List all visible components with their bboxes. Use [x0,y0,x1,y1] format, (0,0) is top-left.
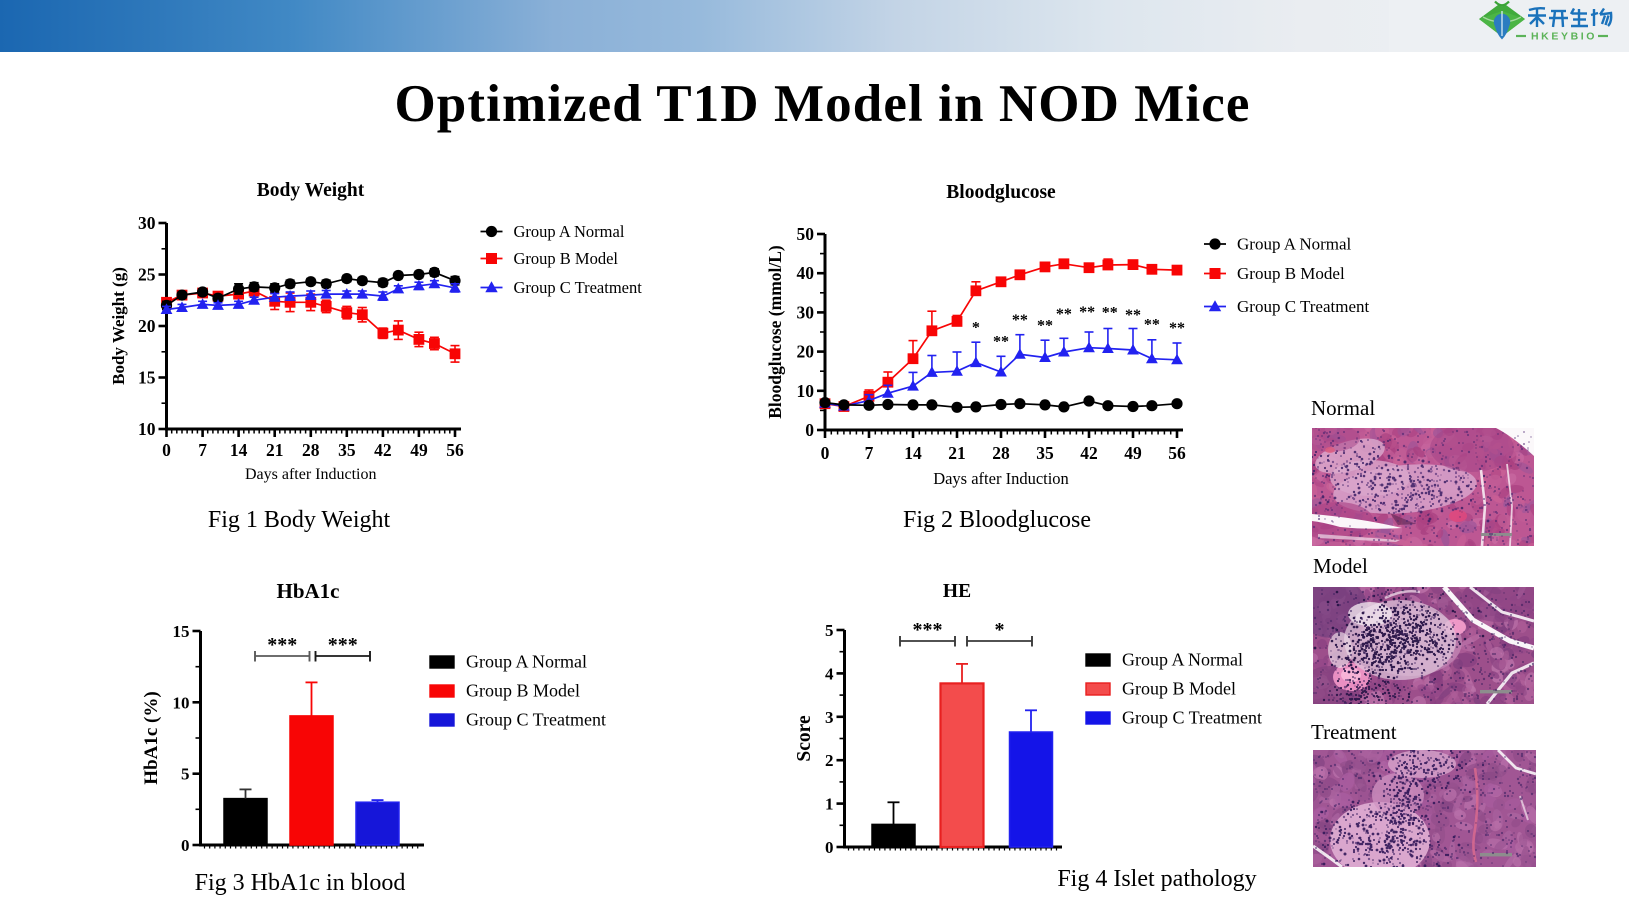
svg-text:21: 21 [266,440,284,460]
svg-text:Group A Normal: Group A Normal [1122,650,1243,670]
svg-text:0: 0 [162,440,171,460]
svg-text:HbA1c: HbA1c [277,579,340,603]
svg-text:7: 7 [198,440,207,460]
svg-text:Fig 4 Islet pathology: Fig 4 Islet pathology [1057,866,1256,892]
svg-text:40: 40 [797,263,815,283]
svg-text:2: 2 [825,751,834,770]
svg-text:35: 35 [1036,443,1054,463]
svg-text:HKEYBIO: HKEYBIO [1531,31,1597,43]
svg-text:25: 25 [138,265,156,285]
svg-text:Group A Normal: Group A Normal [466,652,587,672]
svg-text:Group B Model: Group B Model [1237,264,1345,283]
svg-text:28: 28 [992,443,1010,463]
svg-text:42: 42 [1080,443,1098,463]
svg-text:7: 7 [865,443,874,463]
svg-text:**: ** [993,334,1009,351]
svg-text:Group C Treatment: Group C Treatment [466,710,606,730]
svg-text:HE: HE [943,581,971,602]
svg-text:3: 3 [825,708,834,727]
svg-text:**: ** [1125,307,1141,324]
svg-text:Treatment: Treatment [1311,720,1397,744]
svg-text:**: ** [1056,306,1072,323]
svg-text:***: *** [913,619,943,641]
svg-text:Body Weight (g): Body Weight (g) [109,267,128,385]
svg-text:10: 10 [797,381,815,401]
svg-text:0: 0 [825,838,834,857]
svg-text:**: ** [1037,317,1053,334]
svg-text:Group C Treatment: Group C Treatment [1237,297,1370,316]
svg-text:Bloodglucose: Bloodglucose [946,182,1056,203]
svg-text:Fig 3 HbA1c in blood: Fig 3 HbA1c in blood [195,870,406,896]
svg-text:Group A Normal: Group A Normal [514,222,625,241]
svg-text:49: 49 [1124,443,1142,463]
svg-text:21: 21 [948,443,966,463]
svg-text:56: 56 [446,440,464,460]
svg-text:1: 1 [825,795,834,814]
svg-text:4: 4 [825,664,834,683]
svg-text:Group B Model: Group B Model [1122,679,1236,699]
svg-text:Days after Induction: Days after Induction [245,466,377,483]
svg-text:Model: Model [1313,554,1368,578]
svg-text:***: *** [267,634,297,656]
svg-text:**: ** [1169,320,1185,337]
svg-text:**: ** [1012,312,1028,329]
svg-text:**: ** [1079,304,1095,321]
svg-text:0: 0 [181,836,190,855]
svg-text:***: *** [328,634,358,656]
svg-text:Group A Normal: Group A Normal [1237,235,1352,254]
svg-text:20: 20 [138,316,156,336]
svg-text:30: 30 [797,302,815,322]
svg-text:**: ** [1144,317,1160,334]
svg-text:5: 5 [181,765,190,784]
svg-text:14: 14 [904,443,922,463]
svg-text:50: 50 [797,224,815,244]
svg-text:49: 49 [410,440,428,460]
svg-text:*: * [995,619,1005,641]
svg-text:42: 42 [374,440,392,460]
svg-text:14: 14 [230,440,248,460]
svg-text:Group B Model: Group B Model [514,249,619,268]
svg-text:*: * [972,319,980,336]
svg-text:Bloodglucose (mmol/L): Bloodglucose (mmol/L) [765,245,785,419]
svg-text:0: 0 [821,443,830,463]
svg-text:HbA1c (%): HbA1c (%) [141,691,162,784]
svg-text:20: 20 [797,342,815,362]
svg-text:Group C Treatment: Group C Treatment [514,278,643,297]
svg-text:10: 10 [173,693,190,712]
svg-text:35: 35 [338,440,356,460]
svg-text:10: 10 [138,419,156,439]
svg-text:0: 0 [805,420,814,440]
svg-text:15: 15 [173,622,190,641]
svg-text:28: 28 [302,440,320,460]
svg-text:15: 15 [138,368,156,388]
svg-text:Normal: Normal [1311,396,1375,420]
svg-text:Fig 1 Body Weight: Fig 1 Body Weight [208,507,391,533]
svg-text:Body Weight: Body Weight [257,180,365,201]
svg-text:5: 5 [825,621,834,640]
svg-text:30: 30 [138,213,156,233]
svg-text:Group B Model: Group B Model [466,681,580,701]
svg-text:Fig 2 Bloodglucose: Fig 2 Bloodglucose [903,507,1091,533]
svg-text:56: 56 [1168,443,1186,463]
svg-text:**: ** [1102,304,1118,321]
svg-text:Score: Score [794,715,815,762]
svg-text:Days after Induction: Days after Induction [933,469,1069,488]
svg-text:Group C Treatment: Group C Treatment [1122,708,1262,728]
